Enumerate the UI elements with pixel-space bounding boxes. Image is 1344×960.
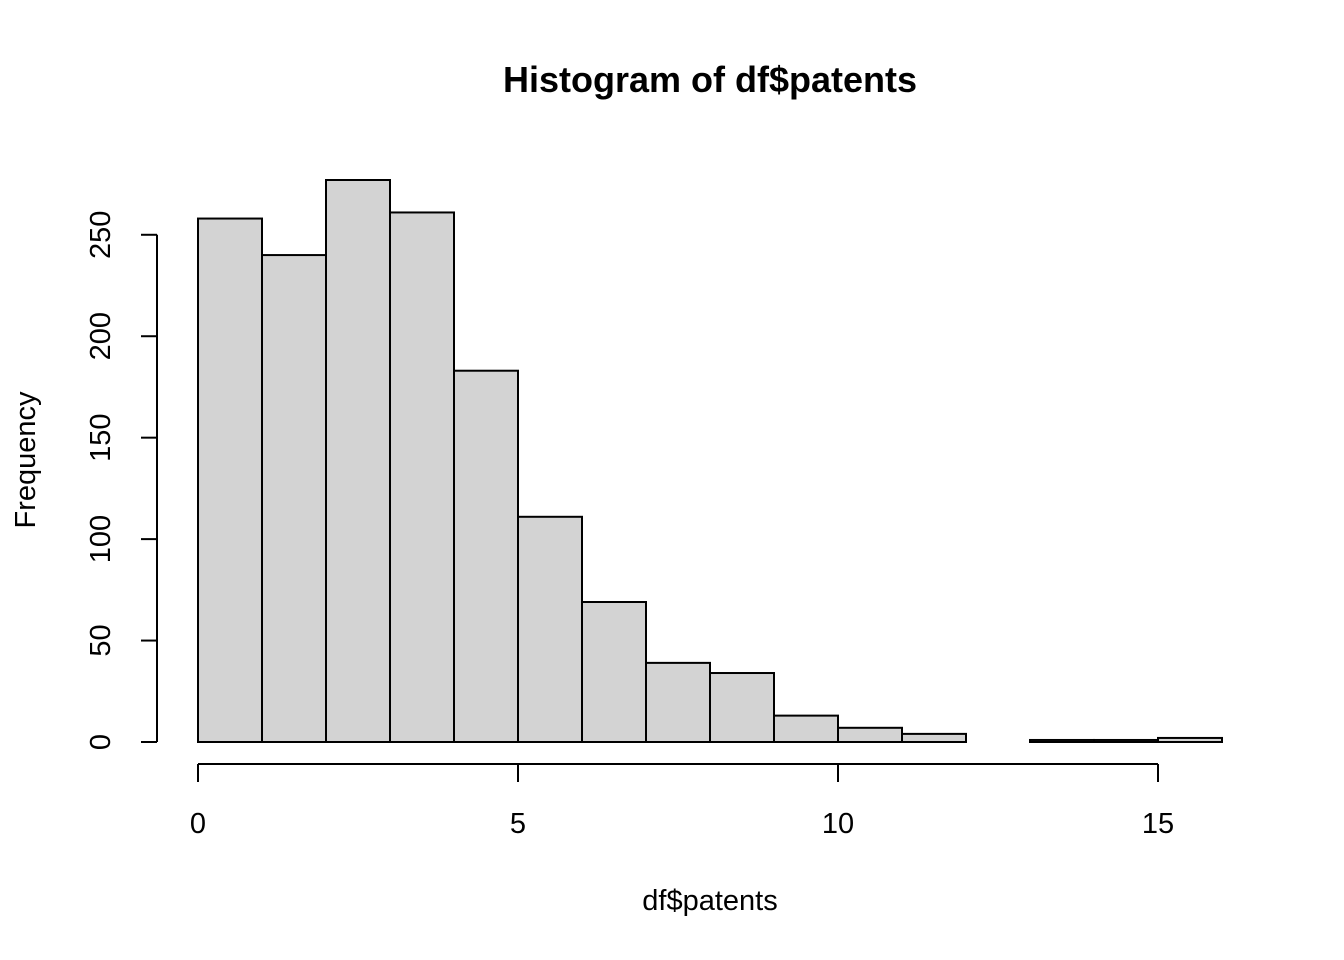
y-tick-label: 0	[85, 734, 117, 750]
y-tick-label: 100	[85, 515, 117, 563]
chart-title: Histogram of df$patents	[503, 59, 917, 100]
histogram-bar	[1157, 736, 1223, 744]
x-tick-label: 0	[190, 808, 206, 840]
y-axis-label: Frequency	[10, 391, 42, 529]
y-tick-label: 250	[85, 211, 117, 259]
y-tick-label: 150	[85, 413, 117, 461]
histogram-bar	[517, 515, 583, 744]
histogram-bar	[709, 672, 775, 744]
histogram-bar	[1093, 738, 1159, 744]
histogram-bar	[837, 726, 903, 744]
bars-group	[197, 179, 1223, 744]
x-tick-label: 10	[822, 808, 854, 840]
x-tick-label: 15	[1142, 808, 1174, 840]
y-axis: 0 50 100 150 200 250	[85, 211, 158, 750]
histogram-bar	[645, 661, 711, 744]
histogram-bar	[1029, 738, 1095, 744]
histogram-bar	[901, 732, 967, 743]
histogram-bar	[453, 369, 519, 743]
x-tick-label: 5	[510, 808, 526, 840]
x-axis: 0 5 10 15	[190, 763, 1174, 840]
histogram-bar	[197, 217, 263, 744]
histogram-bar	[389, 211, 455, 743]
y-tick-label: 200	[85, 312, 117, 360]
y-tick-label: 50	[85, 624, 117, 656]
histogram-bar	[773, 714, 839, 744]
histogram-bar	[261, 254, 327, 743]
x-axis-label: df$patents	[642, 885, 777, 917]
histogram-bar	[581, 601, 647, 743]
histogram-bar	[325, 179, 391, 743]
